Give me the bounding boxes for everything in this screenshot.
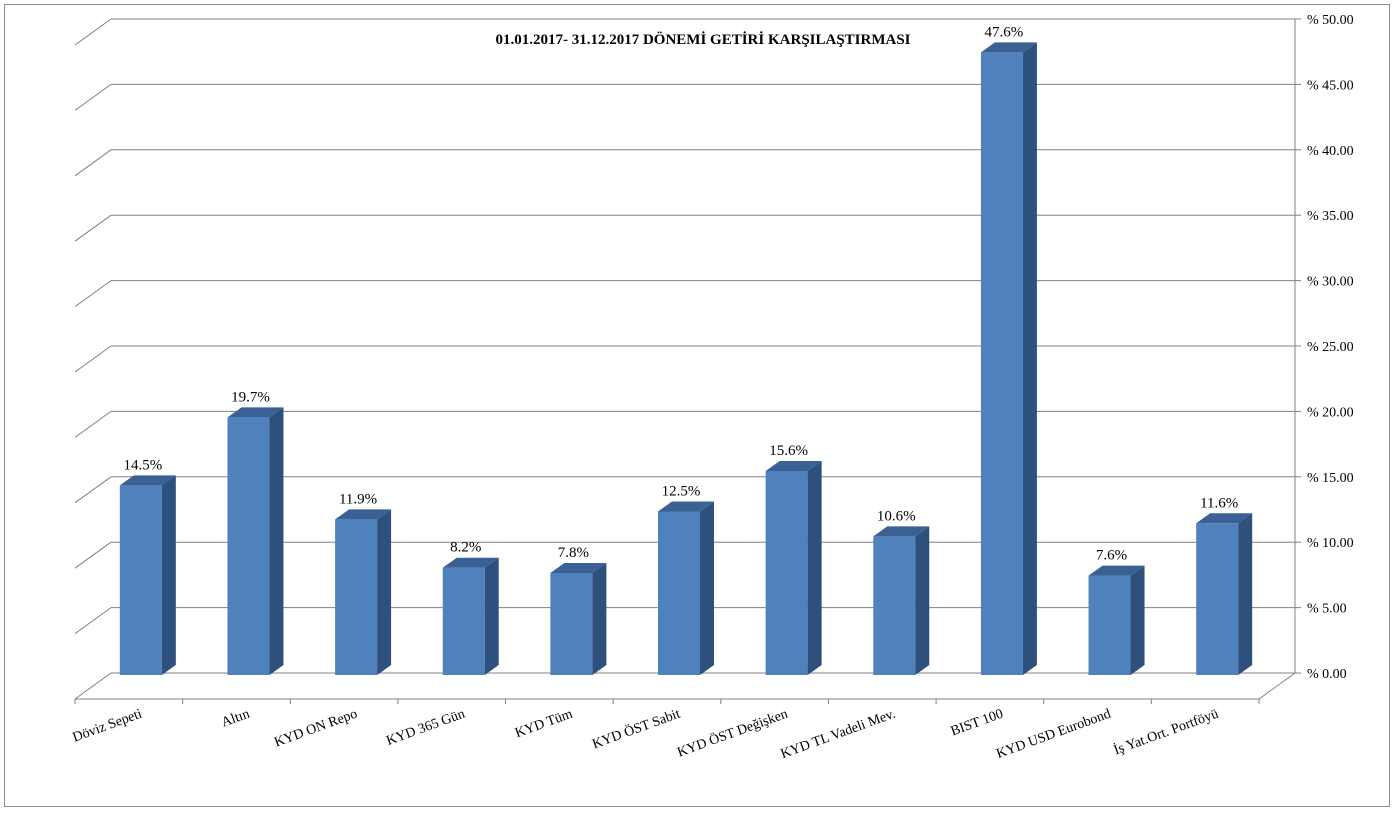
gridline-side: [74, 83, 112, 111]
y-tick-label: % 50.00: [1307, 13, 1354, 28]
data-label: 11.6%: [1200, 495, 1238, 511]
bar-side: [1238, 513, 1253, 675]
bar-group: [658, 501, 714, 675]
category-label: BIST 100: [949, 707, 1005, 740]
bar-top: [119, 475, 176, 486]
bar-top: [550, 562, 607, 573]
y-tick-label: % 20.00: [1307, 405, 1354, 420]
y-tick-label: % 5.00: [1307, 602, 1347, 617]
bar: [658, 511, 700, 675]
bar: [227, 417, 270, 675]
y-tick-label: % 25.00: [1307, 340, 1354, 355]
bar-side: [592, 562, 607, 675]
bars: [119, 42, 1253, 676]
category-label: KYD 365 Gün: [384, 707, 467, 749]
bar: [119, 485, 162, 675]
gridline-side: [74, 607, 112, 635]
gridline-side: [74, 410, 112, 438]
category-label: KYD ÖST Sabit: [590, 705, 683, 753]
category-label: KYD ON Repo: [272, 707, 359, 751]
bar-group: [442, 557, 499, 675]
bar-top: [1088, 565, 1145, 576]
data-label: 14.5%: [123, 457, 162, 473]
bar-top: [658, 501, 714, 512]
bar-group: [765, 460, 822, 675]
bar: [873, 536, 916, 675]
category-label: Döviz Sepeti: [71, 707, 145, 746]
data-label: 47.6%: [985, 24, 1024, 40]
gridlines: [74, 18, 1301, 704]
y-tick-label: % 35.00: [1307, 209, 1354, 224]
data-label: 15.6%: [769, 443, 808, 459]
bar-side: [700, 501, 714, 675]
y-tick-label: % 45.00: [1307, 78, 1354, 93]
bar-side: [161, 475, 176, 675]
gridline-side: [74, 345, 112, 373]
category-label: Altın: [220, 707, 252, 731]
gridline-side: [74, 476, 112, 504]
bar-top: [1196, 513, 1253, 524]
bar-side: [915, 526, 930, 675]
bar-group: [873, 526, 930, 675]
y-tick-label: % 15.00: [1307, 471, 1354, 486]
bar-side: [1022, 42, 1037, 676]
floor-edge: [1258, 672, 1296, 700]
bar-top: [335, 509, 392, 520]
bar-top: [980, 42, 1037, 53]
data-label: 10.6%: [877, 508, 916, 524]
bar: [980, 52, 1023, 676]
y-tick-label: % 30.00: [1307, 275, 1354, 290]
bar-top: [442, 557, 499, 568]
bar-side: [1130, 565, 1145, 675]
bar-group: [119, 475, 176, 675]
data-label: 12.5%: [662, 484, 701, 500]
bar-top: [227, 407, 284, 418]
bar-top: [873, 526, 930, 537]
gridline-side: [74, 214, 112, 242]
bar-group: [227, 407, 284, 675]
bar: [1088, 575, 1131, 675]
category-label: İş Yat.Ort. Portföyü: [1112, 706, 1221, 759]
category-label: KYD ÖST Değişken: [675, 705, 790, 761]
chart-frame: % 0.00 % 5.00 % 10.00 % 15.00 % 20.00 % 25.00…: [4, 4, 1390, 807]
bar: [550, 572, 593, 675]
bar-group: [1088, 565, 1145, 675]
bar-group: [550, 562, 607, 675]
data-label: 8.2%: [450, 540, 481, 556]
data-label: 19.7%: [231, 389, 270, 405]
bar-side: [807, 460, 822, 675]
gridline-side: [74, 541, 112, 569]
category-label: KYD Tüm: [513, 707, 575, 742]
category-label: KYD USD Eurobond: [994, 707, 1112, 762]
gridline-side: [74, 672, 112, 700]
bar-chart: % 0.00 % 5.00 % 10.00 % 15.00 % 20.00 % 25.00…: [71, 13, 1354, 762]
data-label: 11.9%: [339, 491, 377, 507]
bar-side: [269, 407, 284, 675]
bar: [442, 567, 485, 675]
data-label: 7.6%: [1096, 548, 1127, 564]
gridline-side: [74, 280, 112, 308]
category-label: KYD TL Vadeli Mev.: [779, 707, 898, 762]
bar: [335, 519, 378, 675]
bar-top: [765, 460, 822, 471]
bar-side: [377, 509, 392, 675]
y-tick-label: % 10.00: [1307, 536, 1354, 551]
y-tick-label: % 40.00: [1307, 144, 1354, 159]
bar-side: [484, 557, 499, 675]
chart-title: 01.01.2017- 31.12.2017 DÖNEMİ GETİRİ KAR…: [495, 31, 910, 48]
bar-group: [980, 42, 1037, 676]
bar-group: [1196, 513, 1253, 675]
bar-group: [335, 509, 392, 675]
gridline-side: [74, 18, 112, 46]
y-tick-label: % 0.00: [1307, 667, 1347, 682]
bar: [765, 470, 808, 675]
gridline-side: [74, 149, 112, 177]
data-label: 7.8%: [558, 545, 589, 561]
bar: [1196, 523, 1239, 675]
